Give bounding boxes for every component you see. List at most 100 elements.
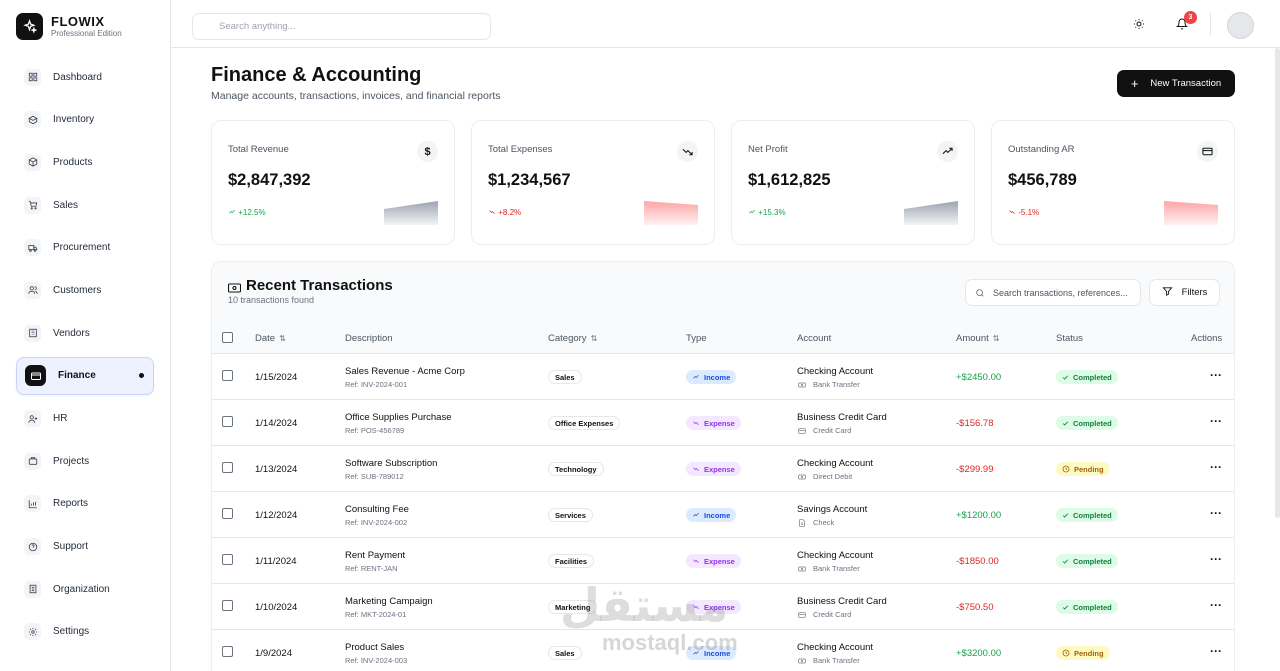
row-account: Business Credit Card [797,412,887,423]
table-row[interactable]: 1/10/2024 Marketing Campaign Ref: MKT-20… [212,584,1234,630]
row-payment-method: Credit Card [797,426,851,435]
type-badge: Expense [686,462,741,476]
table-row[interactable]: 1/12/2024 Consulting Fee Ref: INV-2024-0… [212,492,1234,538]
sidebar-item-label: Reports [53,498,89,510]
status-badge: Completed [1056,600,1118,614]
more-actions-icon[interactable]: ··· [1210,598,1222,612]
sidebar-item-reports[interactable]: Reports [16,485,154,523]
category-badge: Office Expenses [548,416,621,430]
category-badge: Sales [548,646,582,660]
stat-card-outstanding-ar: Outstanding AR $456,789 -5.1% [991,120,1235,245]
sort-icon: ⇅ [992,334,1000,343]
trend-down-icon [489,210,495,215]
stat-label: Total Expenses [488,144,553,155]
sidebar-item-settings[interactable]: Settings [16,613,154,651]
bell-icon[interactable] [1174,16,1190,32]
column-account: Account [797,333,832,344]
column-actions: Actions [1191,333,1223,344]
row-amount: -$299.99 [956,464,994,475]
row-reference: Ref: RENT-JAN [345,564,398,573]
sidebar-item-dashboard[interactable]: Dashboard [16,58,154,96]
select-all-checkbox[interactable] [222,332,233,343]
row-checkbox[interactable] [222,554,233,565]
stat-label: Outstanding AR [1008,144,1075,155]
sidebar-item-customers[interactable]: Customers [16,271,154,309]
column-category[interactable]: Category ⇅ [548,333,597,344]
type-label: Income [704,510,731,520]
gear-icon [24,623,41,641]
more-actions-icon[interactable]: ··· [1210,506,1222,520]
sidebar-item-products[interactable]: Products [16,143,154,181]
type-label: Expense [704,418,735,428]
sidebar-item-label: Dashboard [53,71,102,83]
search-icon [975,288,985,300]
dollar-icon: $ [417,141,438,162]
status-badge: Completed [1056,508,1118,522]
trend-up-icon [749,209,755,214]
table-row[interactable]: 1/14/2024 Office Supplies Purchase Ref: … [212,400,1234,446]
sidebar-item-inventory[interactable]: Inventory [16,101,154,139]
sidebar-item-support[interactable]: Support [16,528,154,566]
brand-name: FLOWIX [51,14,105,29]
column-date[interactable]: Date ⇅ [255,333,286,344]
row-checkbox[interactable] [222,416,233,427]
sidebar-item-vendors[interactable]: Vendors [16,314,154,352]
sidebar-item-procurement[interactable]: Procurement [16,229,154,267]
table-row[interactable]: 1/9/2024 Product Sales Ref: INV-2024-003… [212,630,1234,671]
page-scrollbar[interactable] [1275,48,1280,518]
sidebar-item-finance[interactable]: Finance [16,356,154,395]
type-badge: Expense [686,554,741,568]
org-icon [24,580,41,598]
row-payment-method: Bank Transfer [797,380,860,389]
row-amount: -$750.50 [956,602,994,613]
row-date: 1/10/2024 [255,602,298,613]
more-actions-icon[interactable]: ··· [1210,644,1222,658]
stat-change-value: -5.1% [1018,208,1040,217]
row-account: Checking Account [797,550,874,561]
user-avatar[interactable] [1227,12,1254,39]
trend-up-icon [693,650,699,655]
more-actions-icon[interactable]: ··· [1210,368,1222,382]
stat-value: $1,612,825 [748,171,831,189]
row-date: 1/9/2024 [255,648,292,659]
sidebar: FLOWIX Professional Edition Dashboard In… [0,0,171,671]
row-reference: Ref: INV-2024-003 [345,656,408,665]
table-row[interactable]: 1/15/2024 Sales Revenue - Acme Corp Ref:… [212,354,1234,400]
filters-button[interactable]: Filters [1149,279,1220,306]
type-label: Expense [704,602,735,612]
stat-value: $2,847,392 [228,171,311,189]
payment-method-label: Credit Card [813,426,852,435]
row-checkbox[interactable] [222,370,233,381]
sidebar-item-projects[interactable]: Projects [16,442,154,480]
column-amount[interactable]: Amount ⇅ [956,333,999,344]
trend-up-icon [693,374,699,379]
row-checkbox[interactable] [222,462,233,473]
table-row[interactable]: 1/13/2024 Software Subscription Ref: SUB… [212,446,1234,492]
status-label: Completed [1073,602,1112,612]
row-checkbox[interactable] [222,600,233,611]
more-actions-icon[interactable]: ··· [1210,460,1222,474]
new-transaction-label: New Transaction [1150,78,1222,89]
row-checkbox[interactable] [222,508,233,519]
transactions-search-input[interactable]: Search transactions, references... [965,279,1141,306]
row-checkbox[interactable] [222,646,233,657]
sun-icon[interactable] [1131,16,1147,32]
row-account: Business Credit Card [797,596,887,607]
more-actions-icon[interactable]: ··· [1210,414,1222,428]
sidebar-item-hr[interactable]: HR [16,400,154,438]
sidebar-item-organization[interactable]: Organization [16,570,154,608]
payment-method-label: Credit Card [813,610,852,619]
trend-down-icon [693,467,699,472]
sidebar-item-label: Sales [53,199,79,211]
banknote-icon [798,474,806,479]
more-actions-icon[interactable]: ··· [1210,552,1222,566]
global-search-input[interactable]: Search anything... [192,13,491,40]
stat-card-total-revenue: Total Revenue $ $2,847,392 +12.5% [211,120,455,245]
sidebar-item-sales[interactable]: Sales [16,186,154,224]
truck-icon [24,239,41,257]
table-row[interactable]: 1/11/2024 Rent Payment Ref: RENT-JAN Fac… [212,538,1234,584]
brand[interactable]: FLOWIX Professional Edition [16,13,122,40]
new-transaction-button[interactable]: + New Transaction [1117,70,1235,97]
payment-method-label: Bank Transfer [813,380,860,389]
stat-label: Net Profit [748,144,788,155]
